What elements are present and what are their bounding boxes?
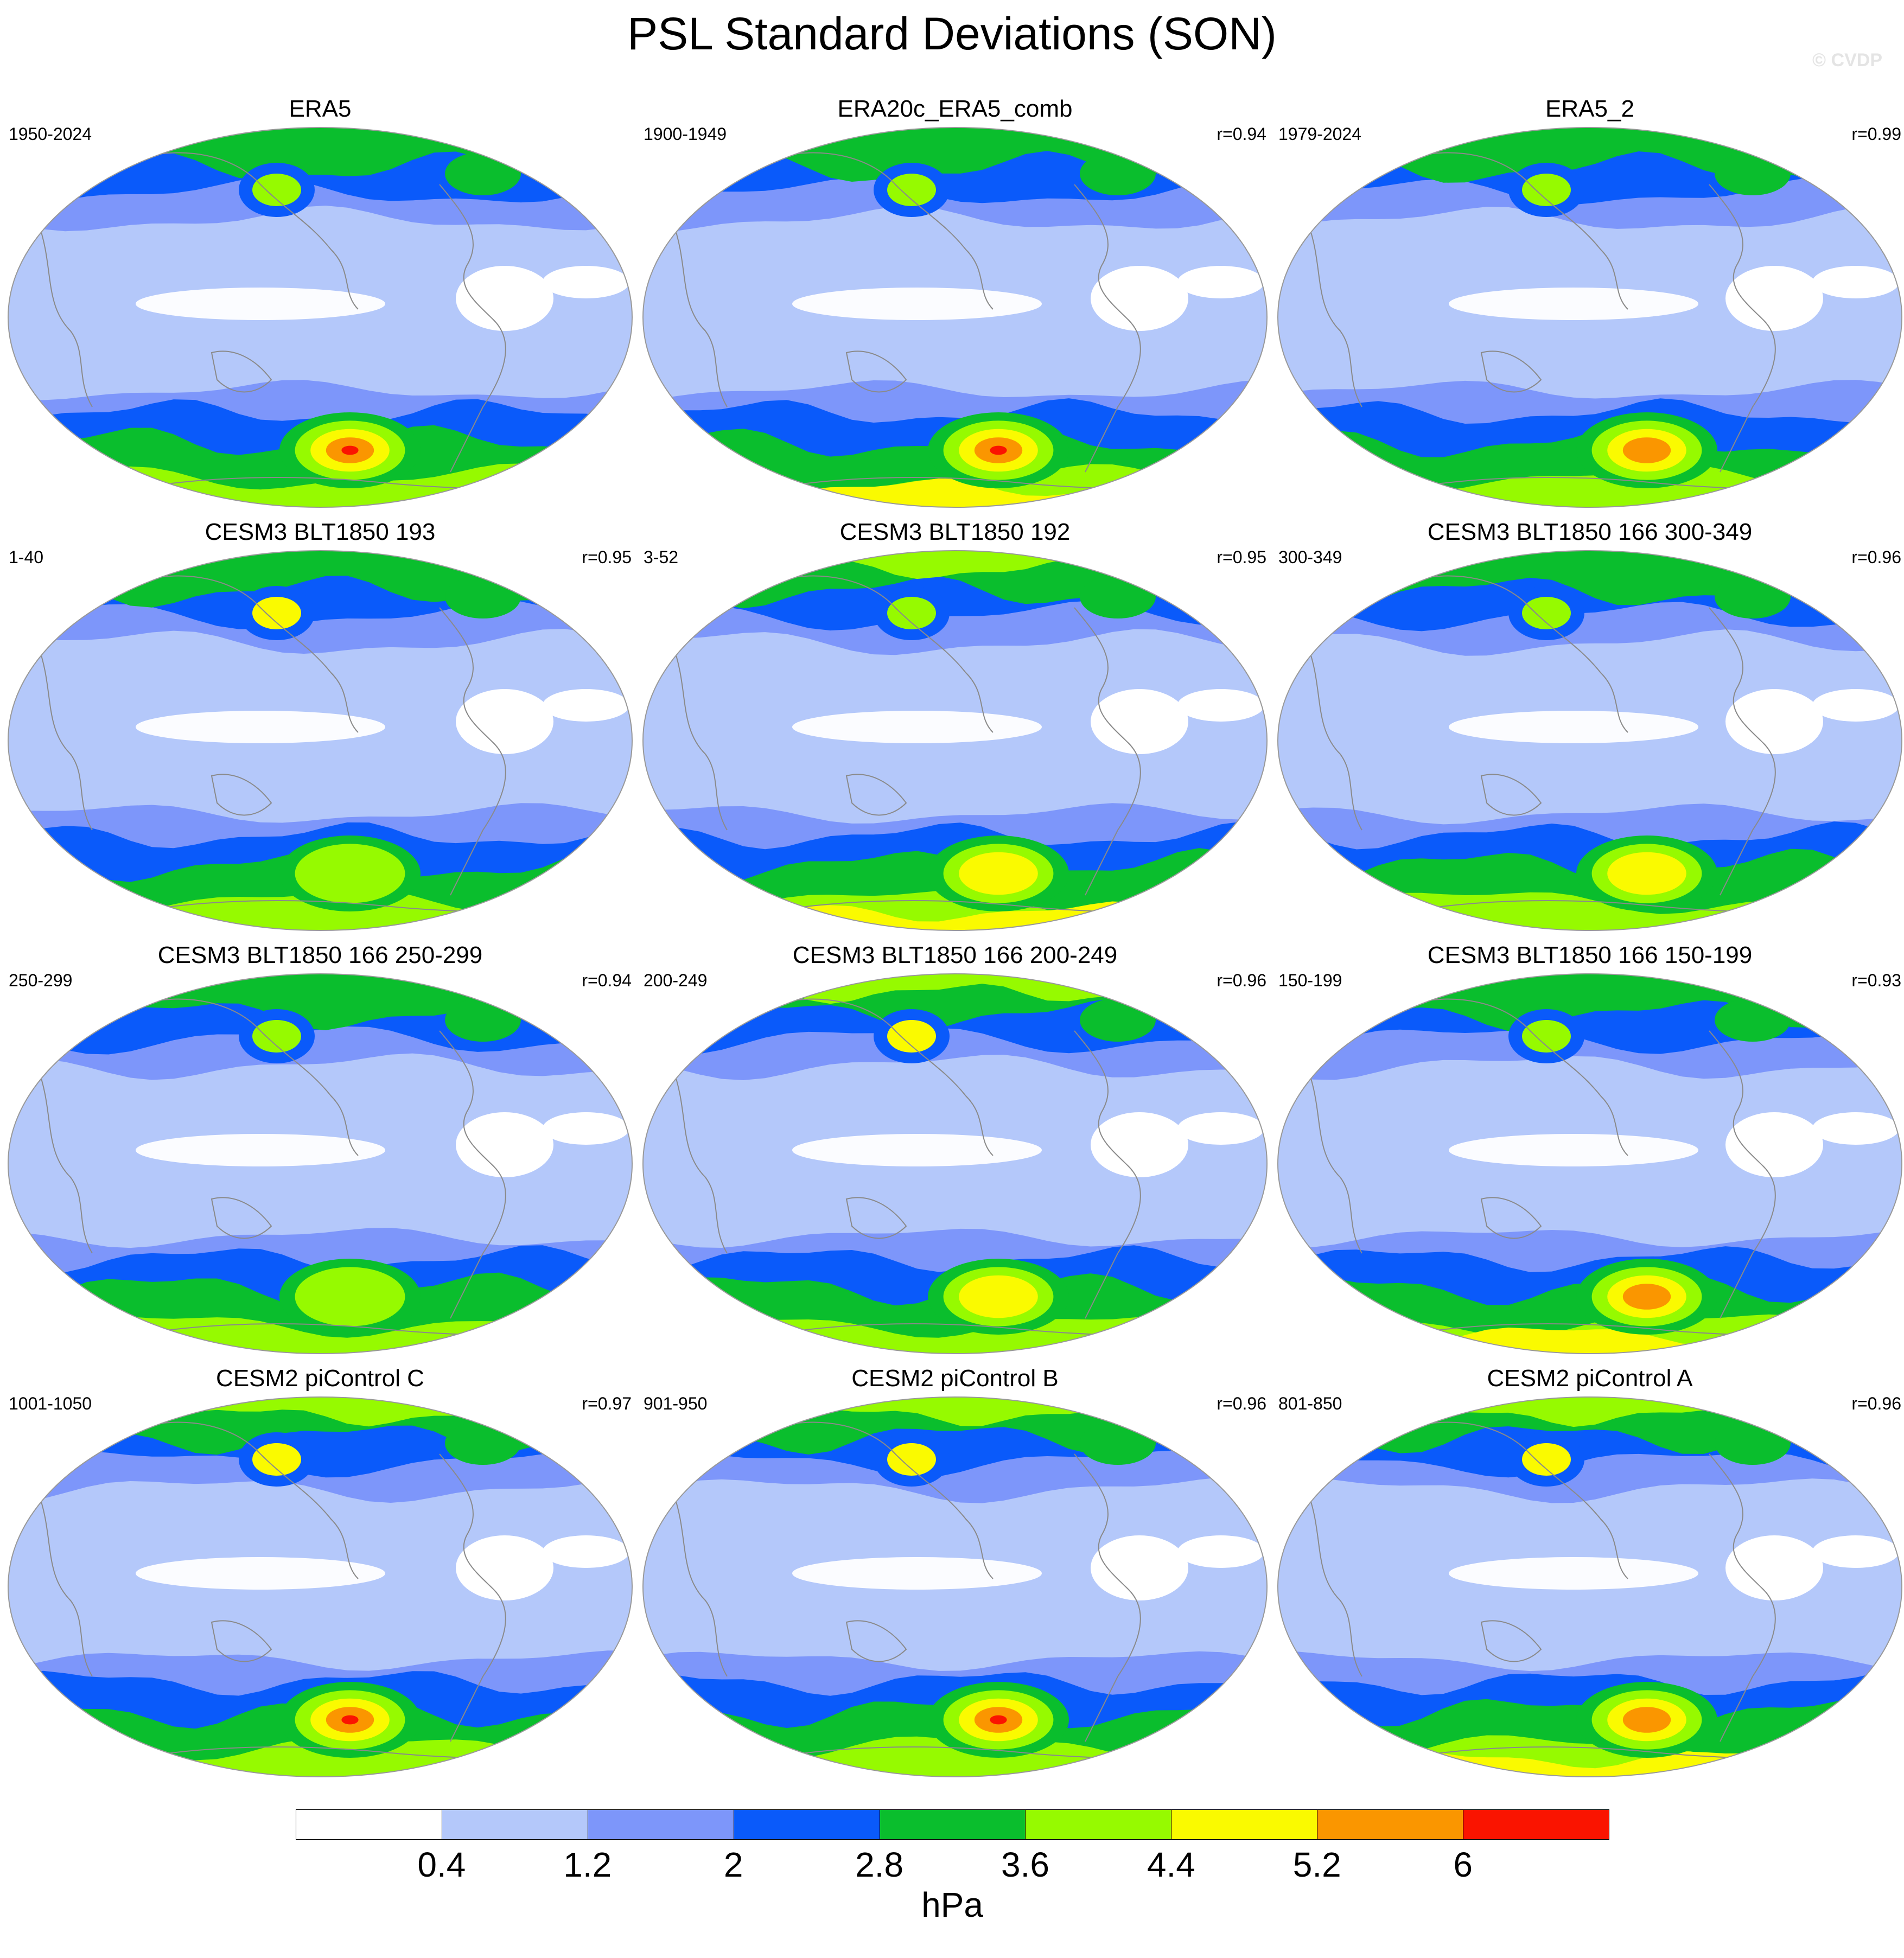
- panel-period: 1-40: [9, 547, 44, 567]
- colorbar-swatch: [733, 1809, 880, 1840]
- colorbar-tick-label: 4.4: [1147, 1845, 1195, 1884]
- robinson-map: [8, 973, 633, 1354]
- colorbar-swatch: [1171, 1809, 1318, 1840]
- colorbar-swatch: [296, 1809, 442, 1840]
- panel-period: 1979-2024: [1278, 124, 1362, 144]
- robinson-map: [1277, 973, 1902, 1354]
- panel-title: CESM3 BLT1850 193: [205, 519, 436, 545]
- colorbar-swatch: [1025, 1809, 1172, 1840]
- map-panel: ERA5_2 1979-2024 r=0.99: [1275, 95, 1904, 524]
- colorbar-swatch: [587, 1809, 734, 1840]
- panel-title: CESM3 BLT1850 166 300-349: [1427, 519, 1753, 545]
- panel-title: ERA5: [289, 95, 352, 122]
- coastline-outlines: [1307, 1421, 1873, 1769]
- map-panel: CESM3 BLT1850 166 150-199 150-199 r=0.93: [1275, 941, 1904, 1370]
- panel-title: CESM3 BLT1850 166 200-249: [792, 942, 1118, 968]
- panel-pattern-correlation: r=0.94: [1217, 124, 1266, 144]
- map-panel: CESM3 BLT1850 166 300-349 300-349 r=0.96: [1275, 518, 1904, 947]
- map-panel: ERA20c_ERA5_comb 1900-1949 r=0.94: [640, 95, 1270, 524]
- robinson-map: [642, 1396, 1268, 1777]
- panel-period: 300-349: [1278, 547, 1342, 567]
- panel-pattern-correlation: r=0.97: [582, 1394, 632, 1413]
- panel-pattern-correlation: r=0.96: [1217, 971, 1266, 990]
- colorbar-swatch: [1463, 1809, 1609, 1840]
- figure-title: PSL Standard Deviations (SON): [627, 8, 1277, 59]
- panel-title: CESM3 BLT1850 192: [839, 519, 1071, 545]
- panel-period: 150-199: [1278, 971, 1342, 990]
- coastline-outlines: [37, 152, 603, 500]
- panel-title: CESM3 BLT1850 166 250-299: [157, 942, 483, 968]
- panel-pattern-correlation: r=0.96: [1851, 1394, 1901, 1413]
- panel-period: 801-850: [1278, 1394, 1342, 1413]
- map-panel: CESM2 piControl C 1001-1050 r=0.97: [5, 1364, 635, 1793]
- panel-period: 3-52: [644, 547, 679, 567]
- panel-title: CESM2 piControl A: [1487, 1365, 1693, 1392]
- panel-pattern-correlation: r=0.99: [1851, 124, 1901, 144]
- robinson-map: [8, 550, 633, 931]
- map-panel: CESM3 BLT1850 193 1-40 r=0.95: [5, 518, 635, 947]
- robinson-map: [1277, 1396, 1902, 1777]
- robinson-map: [8, 1396, 633, 1777]
- panel-period: 1001-1050: [9, 1394, 92, 1413]
- panel-period: 250-299: [9, 971, 73, 990]
- colorbar-tick-label: 5.2: [1292, 1845, 1341, 1884]
- colorbar-tick-label: 2.8: [855, 1845, 904, 1884]
- robinson-map: [1277, 550, 1902, 931]
- colorbar: 0.4 1.2 2 2.8 3.6 4.4 5.2 6 hPa: [296, 1809, 1609, 1956]
- colorbar-tick-label: 2: [723, 1845, 743, 1884]
- map-panel: CESM3 BLT1850 166 200-249 200-249 r=0.96: [640, 941, 1270, 1370]
- panel-pattern-correlation: r=0.93: [1851, 971, 1901, 990]
- panel-title: ERA20c_ERA5_comb: [837, 95, 1073, 122]
- map-panel: CESM3 BLT1850 192 3-52 r=0.95: [640, 518, 1270, 947]
- colorbar-unit-label: hPa: [921, 1885, 983, 1924]
- map-panel: ERA5 1950-2024: [5, 95, 635, 524]
- map-panel: CESM2 piControl B 901-950 r=0.96: [640, 1364, 1270, 1793]
- map-panel: CESM2 piControl A 801-850 r=0.96: [1275, 1364, 1904, 1793]
- panel-period: 901-950: [644, 1394, 708, 1413]
- panel-title: CESM2 piControl B: [851, 1365, 1059, 1392]
- panel-pattern-correlation: r=0.96: [1217, 1394, 1266, 1413]
- robinson-map: [8, 127, 633, 508]
- colorbar-tick-label: 0.4: [417, 1845, 466, 1884]
- panel-title: ERA5_2: [1545, 95, 1634, 122]
- colorbar-tick-label: 6: [1453, 1845, 1473, 1884]
- robinson-map: [1277, 127, 1902, 508]
- robinson-map: [642, 127, 1268, 508]
- panel-period: 1900-1949: [644, 124, 727, 144]
- map-panel: CESM3 BLT1850 166 250-299 250-299 r=0.94: [5, 941, 635, 1370]
- colorbar-swatch: [1317, 1809, 1464, 1840]
- panel-period: 200-249: [644, 971, 708, 990]
- colorbar-tick-label: 3.6: [1001, 1845, 1049, 1884]
- panel-pattern-correlation: r=0.94: [582, 971, 632, 990]
- robinson-map: [642, 550, 1268, 931]
- cvdp-watermark: © CVDP: [1812, 50, 1882, 71]
- panel-title: CESM2 piControl C: [216, 1365, 424, 1392]
- panel-pattern-correlation: r=0.95: [1217, 547, 1266, 567]
- panel-title: CESM3 BLT1850 166 150-199: [1427, 942, 1753, 968]
- panel-pattern-correlation: r=0.96: [1851, 547, 1901, 567]
- colorbar-swatch: [441, 1809, 588, 1840]
- panel-period: 1950-2024: [9, 124, 92, 144]
- colorbar-tick-label: 1.2: [563, 1845, 612, 1884]
- panel-pattern-correlation: r=0.95: [582, 547, 632, 567]
- robinson-map: [642, 973, 1268, 1354]
- colorbar-swatch: [879, 1809, 1026, 1840]
